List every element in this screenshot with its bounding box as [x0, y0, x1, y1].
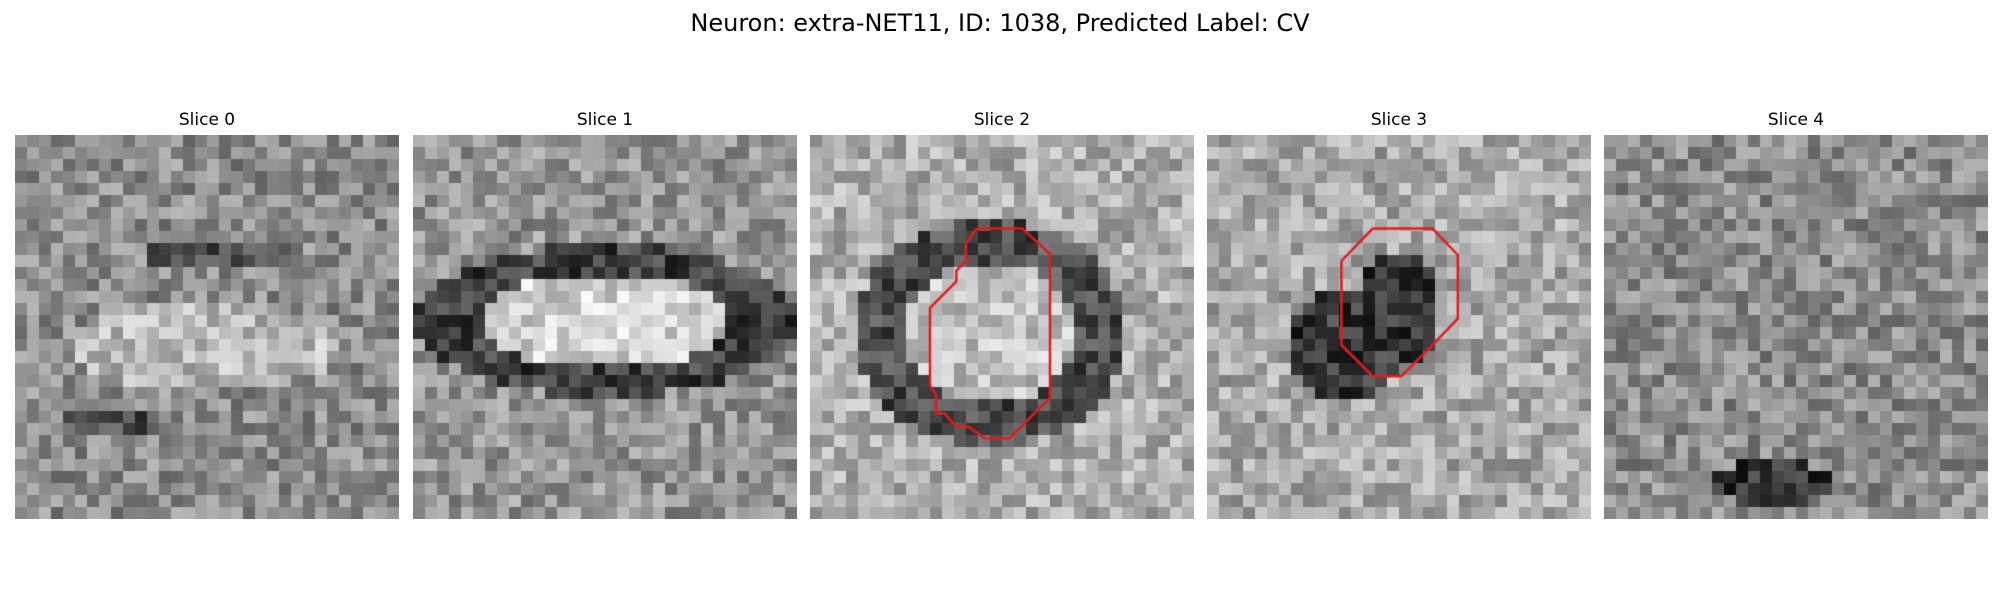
- slice-image: [810, 135, 1194, 519]
- slice-image: [1207, 135, 1591, 519]
- slice-title: Slice 4: [1604, 108, 1988, 132]
- slice-panel-2: Slice 2: [810, 108, 1194, 519]
- slice-title: Slice 1: [413, 108, 797, 132]
- slice-image: [1604, 135, 1988, 519]
- slice-image: [413, 135, 797, 519]
- slice-title: Slice 2: [810, 108, 1194, 132]
- slice-panel-0: Slice 0: [15, 108, 399, 519]
- slice-panel-3: Slice 3: [1207, 108, 1591, 519]
- slice-title: Slice 3: [1207, 108, 1591, 132]
- figure-title: Neuron: extra-NET11, ID: 1038, Predicted…: [0, 6, 2000, 40]
- slice-title: Slice 0: [15, 108, 399, 132]
- slice-image: [15, 135, 399, 519]
- slice-panel-1: Slice 1: [413, 108, 797, 519]
- slice-panel-4: Slice 4: [1604, 108, 1988, 519]
